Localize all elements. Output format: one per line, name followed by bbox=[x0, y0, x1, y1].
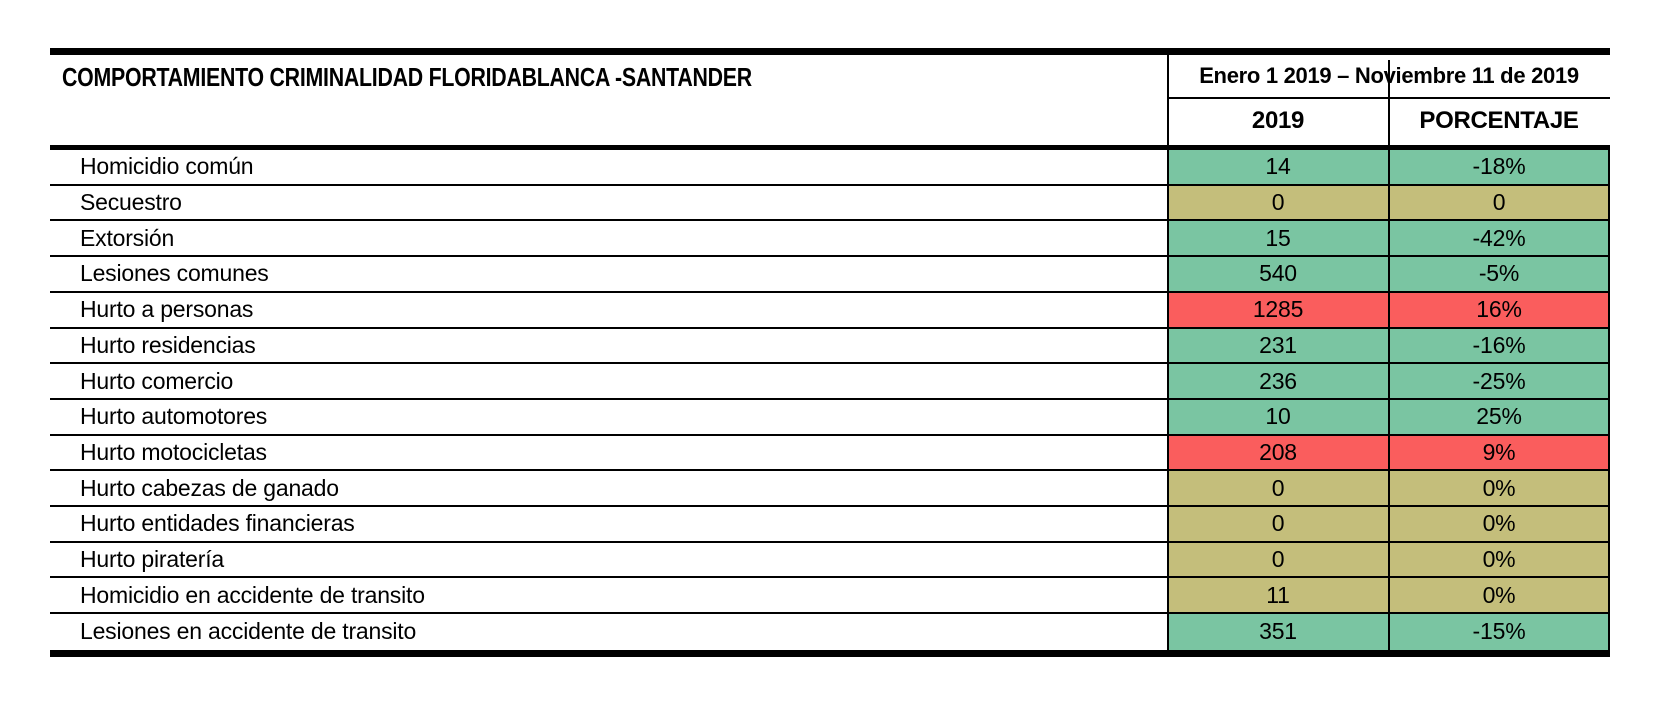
crime-label: Hurto piratería bbox=[50, 542, 1168, 577]
count-2019-cell: 351 bbox=[1168, 614, 1388, 650]
crime-label: Lesiones comunes bbox=[50, 257, 1168, 291]
percentage-cell: -15% bbox=[1388, 614, 1610, 650]
percentage-cell: 25% bbox=[1388, 399, 1610, 434]
page-title: COMPORTAMIENTO CRIMINALIDAD FLORIDABLANC… bbox=[62, 62, 752, 92]
table-header: COMPORTAMIENTO CRIMINALIDAD FLORIDABLANC… bbox=[50, 55, 1610, 145]
count-2019-cell: 1285 bbox=[1168, 292, 1388, 327]
crime-label: Secuestro bbox=[50, 185, 1168, 220]
table-title-cell: COMPORTAMIENTO CRIMINALIDAD FLORIDABLANC… bbox=[50, 55, 1168, 145]
percentage-cell: 0 bbox=[1388, 185, 1610, 220]
crime-label: Homicidio en accidente de transito bbox=[50, 578, 1168, 613]
percentage-cell: 0% bbox=[1388, 578, 1610, 613]
count-2019-cell: 14 bbox=[1168, 150, 1388, 184]
crime-label: Hurto residencias bbox=[50, 328, 1168, 363]
crime-label: Lesiones en accidente de transito bbox=[50, 614, 1168, 650]
percentage-cell: 0% bbox=[1388, 507, 1610, 541]
table-row: Secuestro 0 0 bbox=[50, 185, 1610, 222]
table-row: Extorsión 15 -42% bbox=[50, 221, 1610, 258]
count-2019-cell: 10 bbox=[1168, 399, 1388, 434]
count-2019-cell: 236 bbox=[1168, 364, 1388, 398]
percentage-cell: 16% bbox=[1388, 292, 1610, 327]
table-row: Hurto motocicletas 208 9% bbox=[50, 435, 1610, 472]
crime-label: Hurto cabezas de ganado bbox=[50, 471, 1168, 506]
count-2019-cell: 0 bbox=[1168, 507, 1388, 541]
crime-label: Hurto entidades financieras bbox=[50, 507, 1168, 541]
count-2019-cell: 540 bbox=[1168, 257, 1388, 291]
crime-label: Hurto motocicletas bbox=[50, 435, 1168, 470]
column-header-porcentaje: PORCENTAJE bbox=[1419, 107, 1579, 134]
count-2019-cell: 208 bbox=[1168, 435, 1388, 470]
percentage-cell: -25% bbox=[1388, 364, 1610, 398]
crime-label: Hurto automotores bbox=[50, 399, 1168, 434]
table-rows: Homicidio común 14 -18% Secuestro 0 0 Ex… bbox=[50, 150, 1610, 650]
table-row: Hurto cabezas de ganado 0 0% bbox=[50, 471, 1610, 508]
table-row: Hurto a personas 1285 16% bbox=[50, 292, 1610, 329]
percentage-cell: -18% bbox=[1388, 150, 1610, 184]
percentage-cell: 0% bbox=[1388, 471, 1610, 506]
header-divider bbox=[50, 145, 1610, 150]
table-top-border bbox=[50, 48, 1610, 55]
count-2019-cell: 15 bbox=[1168, 221, 1388, 256]
table-row: Lesiones comunes 540 -5% bbox=[50, 257, 1610, 293]
count-2019-cell: 0 bbox=[1168, 542, 1388, 577]
divider-2019-porcentaje bbox=[1388, 60, 1390, 657]
count-2019-cell: 231 bbox=[1168, 328, 1388, 363]
table-bottom-border bbox=[50, 649, 1610, 657]
percentage-cell: -16% bbox=[1388, 328, 1610, 363]
crime-table: COMPORTAMIENTO CRIMINALIDAD FLORIDABLANC… bbox=[50, 48, 1610, 657]
table-row: Homicidio común 14 -18% bbox=[50, 150, 1610, 186]
count-2019-cell: 11 bbox=[1168, 578, 1388, 613]
column-header-2019: 2019 bbox=[1251, 107, 1305, 134]
crime-label: Extorsión bbox=[50, 221, 1168, 256]
crime-label: Hurto a personas bbox=[50, 292, 1168, 327]
table-right-edge bbox=[1608, 150, 1610, 657]
divider-label-values bbox=[1167, 48, 1169, 657]
count-2019-cell: 0 bbox=[1168, 185, 1388, 220]
percentage-cell: 0% bbox=[1388, 542, 1610, 577]
table-row: Hurto automotores 10 25% bbox=[50, 399, 1610, 436]
crime-label: Hurto comercio bbox=[50, 364, 1168, 398]
crime-label: Homicidio común bbox=[50, 150, 1168, 184]
table-row: Hurto comercio 236 -25% bbox=[50, 364, 1610, 400]
table-row: Lesiones en accidente de transito 351 -1… bbox=[50, 614, 1610, 650]
table-row: Hurto piratería 0 0% bbox=[50, 542, 1610, 579]
percentage-cell: -5% bbox=[1388, 257, 1610, 291]
column-header-row: 2019 PORCENTAJE bbox=[1168, 99, 1610, 143]
percentage-cell: 9% bbox=[1388, 435, 1610, 470]
percentage-cell: -42% bbox=[1388, 221, 1610, 256]
table-row: Hurto entidades financieras 0 0% bbox=[50, 507, 1610, 543]
table-row: Homicidio en accidente de transito 11 0% bbox=[50, 578, 1610, 615]
count-2019-cell: 0 bbox=[1168, 471, 1388, 506]
table-row: Hurto residencias 231 -16% bbox=[50, 328, 1610, 365]
